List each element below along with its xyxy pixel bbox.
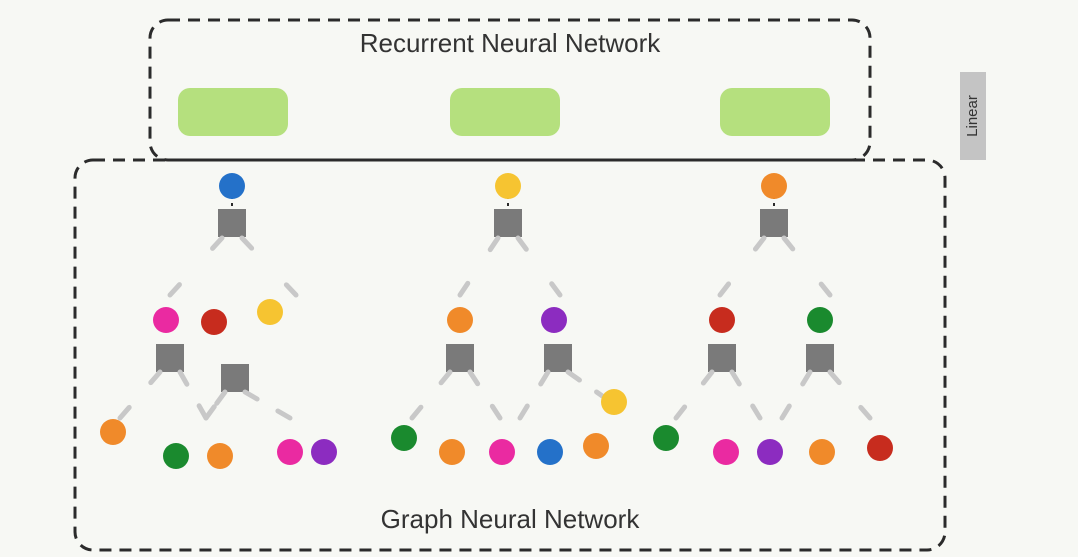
- tree2-low-node4: [867, 435, 893, 461]
- tree0-mid-square0: [156, 344, 184, 372]
- tree0-low-node4: [311, 439, 337, 465]
- rnn-cell-0: [178, 88, 288, 136]
- linear-label: Linear: [964, 95, 981, 137]
- tree0-low-node3: [277, 439, 303, 465]
- architecture-diagram: Recurrent Neural Network Graph Neural Net…: [0, 0, 1078, 557]
- tree2-mid-node0: [709, 307, 735, 333]
- rnn-cell-1: [450, 88, 560, 136]
- tree1-low-node2: [489, 439, 515, 465]
- tree0-low-node1: [163, 443, 189, 469]
- tree2-mid-square1: [806, 344, 834, 372]
- tree0-top-node: [219, 173, 245, 199]
- tree0-low-node0: [100, 419, 126, 445]
- tree1-low-node4: [583, 433, 609, 459]
- tree1-mid-square1: [544, 344, 572, 372]
- tree1-low-node5: [601, 389, 627, 415]
- tree2-low-node0: [653, 425, 679, 451]
- tree1-low-node1: [439, 439, 465, 465]
- tree0-top-square: [218, 209, 246, 237]
- tree1-low-node3: [537, 439, 563, 465]
- tree1-mid-node1: [541, 307, 567, 333]
- tree1-mid-square0: [446, 344, 474, 372]
- tree0-mid-node1: [201, 309, 227, 335]
- rnn-cell-2: [720, 88, 830, 136]
- tree2-top-square: [760, 209, 788, 237]
- canvas-bg: [0, 0, 1078, 557]
- tree2-low-node3: [809, 439, 835, 465]
- tree0-mid-node2: [257, 299, 283, 325]
- tree2-low-node2: [757, 439, 783, 465]
- tree1-top-square: [494, 209, 522, 237]
- tree2-top-node: [761, 173, 787, 199]
- tree1-low-node0: [391, 425, 417, 451]
- tree0-mid-node0: [153, 307, 179, 333]
- tree1-top-node: [495, 173, 521, 199]
- tree0-mid-square1: [221, 364, 249, 392]
- tree2-low-node1: [713, 439, 739, 465]
- gnn-title: Graph Neural Network: [381, 504, 641, 534]
- tree1-mid-node0: [447, 307, 473, 333]
- tree2-mid-node1: [807, 307, 833, 333]
- rnn-title: Recurrent Neural Network: [360, 28, 662, 58]
- tree2-mid-square0: [708, 344, 736, 372]
- tree0-low-node2: [207, 443, 233, 469]
